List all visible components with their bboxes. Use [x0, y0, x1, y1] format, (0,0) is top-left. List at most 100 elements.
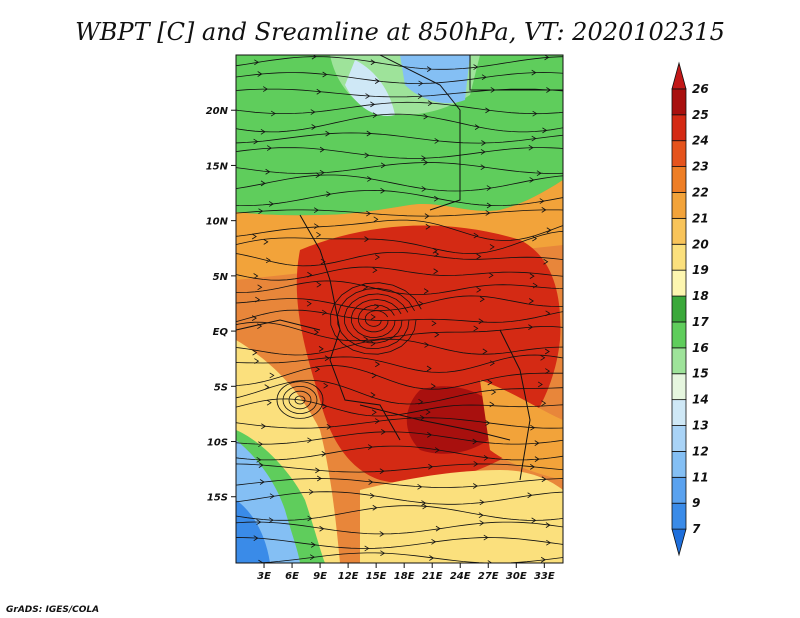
map-frame — [235, 54, 564, 564]
streamline-arrow — [541, 476, 547, 483]
y-tick-label: 5S — [214, 382, 228, 393]
x-tick-label: 27E — [478, 571, 499, 582]
streamline-arrow — [423, 159, 429, 166]
streamline — [236, 209, 563, 217]
colorbar-label: 11 — [692, 470, 709, 484]
streamline-arrow — [311, 124, 317, 130]
streamline-swirl — [337, 287, 415, 350]
streamline-arrow — [310, 109, 316, 115]
streamline — [236, 113, 563, 133]
streamline-arrow — [307, 437, 313, 444]
streamline-arrow — [473, 232, 479, 239]
streamline-arrow — [367, 176, 373, 182]
streamline-arrow — [478, 512, 484, 519]
streamline-arrow — [479, 296, 485, 303]
streamline-arrow — [372, 267, 378, 274]
streamline — [236, 219, 563, 241]
streamline-arrow — [326, 424, 332, 430]
streamline-arrow — [434, 138, 440, 144]
x-tick-label: 6E — [285, 571, 299, 582]
streamline-arrow — [481, 74, 487, 81]
y-tick-label: 15S — [207, 493, 228, 504]
colorbar-label: 19 — [692, 263, 709, 277]
streamline — [236, 132, 563, 144]
streamline-swirl — [294, 395, 306, 405]
streamline-arrow — [431, 320, 437, 327]
streamline-arrow — [473, 325, 479, 332]
streamline-arrow — [478, 318, 484, 325]
colorbar-label: 24 — [692, 134, 709, 148]
colorbar-swatch — [671, 399, 687, 426]
streamline-arrow — [321, 451, 327, 457]
streamline-arrow — [480, 149, 486, 155]
streamline-arrow — [367, 444, 373, 450]
colorbar-label: 25 — [692, 108, 709, 122]
streamline-arrow — [364, 545, 370, 552]
streamline-arrow — [265, 168, 271, 175]
streamline-arrow — [255, 296, 261, 303]
streamline-arrow — [490, 87, 496, 93]
streamline — [236, 101, 563, 115]
streamline-arrow — [529, 177, 535, 183]
streamline-arrow — [479, 499, 485, 506]
colorbar-label: 18 — [692, 289, 709, 303]
streamline-arrow — [473, 461, 479, 467]
colorbar-label: 23 — [692, 160, 709, 174]
streamline-arrow — [310, 542, 316, 548]
streamline-arrow — [545, 522, 551, 528]
streamline-arrow — [435, 525, 441, 532]
streamline-arrow — [483, 455, 489, 461]
streamline-arrow — [429, 555, 435, 561]
streamline-arrow — [424, 342, 430, 348]
colorbar-swatch — [671, 243, 687, 271]
streamline-swirl — [357, 304, 395, 333]
streamline-arrow — [325, 130, 331, 137]
streamline-arrow — [479, 520, 485, 526]
streamline-arrow — [426, 66, 432, 72]
streamline-arrow — [540, 354, 546, 361]
streamline-arrow — [266, 145, 272, 151]
streamline-arrow — [326, 191, 332, 197]
colorbar-swatch — [671, 61, 687, 90]
colorbar-label: 15 — [692, 367, 709, 381]
streamline-arrow — [372, 504, 378, 511]
colorbar-label: 22 — [692, 185, 709, 199]
streamline-arrow — [417, 93, 423, 100]
x-tick-label: 3E — [257, 571, 271, 582]
streamline-arrow — [253, 138, 259, 145]
streamline — [236, 445, 563, 461]
southeast-orange-patch — [480, 380, 563, 480]
streamline-arrow — [315, 467, 321, 474]
streamline-arrow — [418, 398, 424, 405]
streamline-arrow — [374, 254, 380, 261]
streamline-arrow — [380, 550, 386, 557]
streamline-arrow — [485, 210, 491, 216]
colorbar-label: 12 — [692, 444, 709, 458]
streamline-arrow — [418, 300, 424, 307]
streamline-arrow — [487, 379, 493, 386]
streamline — [236, 72, 563, 84]
streamline-swirl — [350, 299, 402, 338]
streamline-arrow — [541, 400, 547, 407]
streamline-arrow — [419, 414, 425, 421]
streamline — [236, 147, 563, 159]
colorbar-swatch — [671, 321, 687, 349]
streamline-swirl — [276, 381, 324, 419]
streamline-arrow — [539, 198, 545, 204]
streamline-arrow — [313, 223, 319, 230]
streamline-arrow — [316, 231, 322, 238]
streamline-arrow — [269, 493, 275, 500]
streamline-arrow — [258, 441, 264, 448]
x-tick-label: 9E — [313, 571, 327, 582]
colorbar-swatch — [671, 192, 687, 219]
streamline-arrow — [265, 257, 271, 264]
streamline-arrow — [546, 539, 552, 546]
y-tick-label: EQ — [213, 327, 229, 338]
streamline-arrow — [427, 432, 433, 438]
streamline — [236, 521, 563, 535]
streamline-arrow — [424, 213, 430, 219]
streamline-arrow — [364, 236, 370, 242]
colorbar-swatch — [671, 269, 687, 297]
streamline-arrow — [417, 483, 423, 490]
streamline-arrow — [482, 348, 488, 355]
